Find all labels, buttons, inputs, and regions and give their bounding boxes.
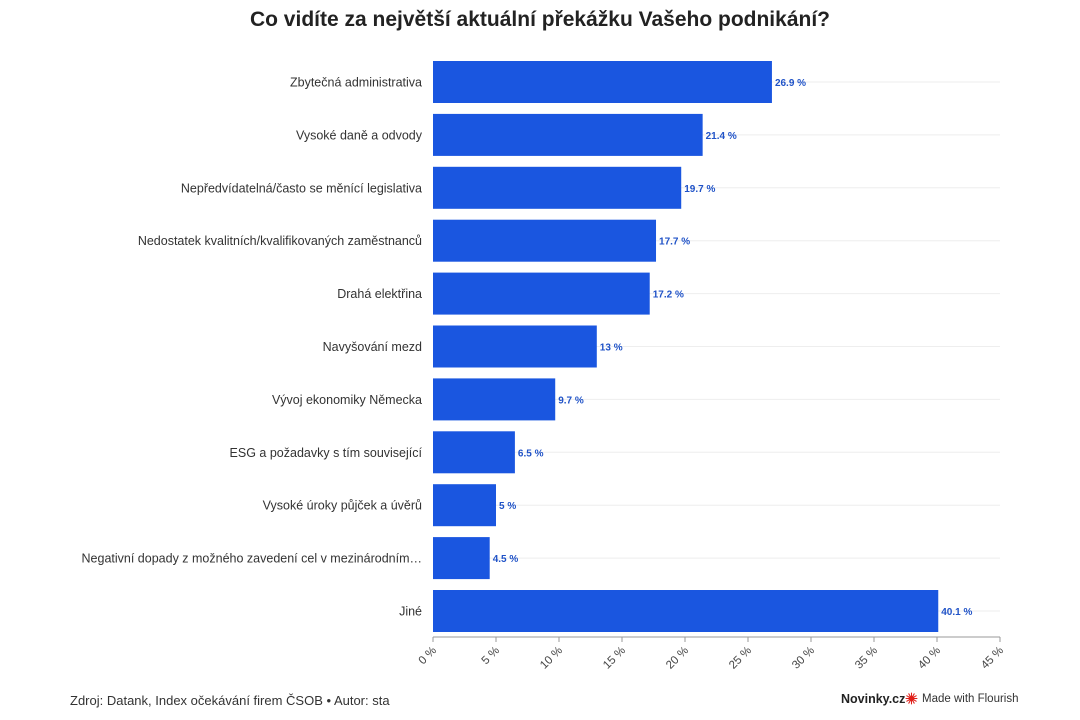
value-label: 4.5 % <box>493 554 519 565</box>
category-label: Vysoké daně a odvody <box>296 128 423 142</box>
bar-chart: Zbytečná administrativa 26.9 % Vysoké daně… <box>82 61 1006 672</box>
value-label: 13 % <box>600 343 623 354</box>
chart-title: Co vidíte za největší aktuální překážku … <box>249 8 830 31</box>
x-tick-label: 20 % <box>664 645 691 672</box>
bar <box>433 590 939 632</box>
bar <box>433 166 682 209</box>
bar <box>433 378 556 421</box>
value-label: 6.5 % <box>518 448 544 459</box>
value-label: 9.7 % <box>558 395 584 406</box>
category-label: Vývoj ekonomiky Německa <box>272 393 422 407</box>
bar <box>433 272 650 315</box>
bar <box>433 219 657 262</box>
category-label: ESG a požadavky s tím související <box>230 446 423 460</box>
x-tick-label: 35 % <box>853 645 880 672</box>
x-tick-label: 10 % <box>538 645 565 672</box>
category-label: Zbytečná administrativa <box>290 76 422 90</box>
bar <box>433 325 597 368</box>
value-label: 17.2 % <box>653 290 684 301</box>
value-label: 21.4 % <box>706 131 737 142</box>
category-label: Jiné <box>399 605 422 619</box>
flourish-credit-label: Made with Flourish <box>922 692 1019 705</box>
category-label: Negativní dopady z možného zavedení cel … <box>82 552 422 566</box>
footer-source: Zdroj: Datank, Index očekávání firem ČSO… <box>70 693 390 708</box>
bar <box>433 484 496 527</box>
footer-brand-link[interactable]: Novinky.cz <box>841 692 906 706</box>
category-label: Drahá elektřina <box>337 287 422 301</box>
x-tick-label: 30 % <box>790 645 817 672</box>
bar <box>433 113 703 156</box>
x-tick-label: 25 % <box>727 645 754 672</box>
bar <box>433 61 772 103</box>
bar <box>433 431 515 474</box>
flourish-star-icon <box>905 692 918 705</box>
x-tick-label: 40 % <box>916 645 943 672</box>
x-tick-label: 0 % <box>417 645 440 668</box>
category-label: Nepředvídatelná/často se měnící legislat… <box>181 181 422 195</box>
x-tick-label: 5 % <box>480 645 503 668</box>
value-label: 19.7 % <box>684 184 715 195</box>
category-label: Nedostatek kvalitních/kvalifikovaných za… <box>138 234 422 248</box>
flourish-credit-link[interactable]: Made with Flourish <box>905 692 1019 705</box>
x-tick-label: 45 % <box>979 645 1006 672</box>
bar <box>433 537 490 580</box>
value-label: 40.1 % <box>941 607 972 618</box>
value-label: 5 % <box>499 501 516 512</box>
value-label: 26.9 % <box>775 78 806 89</box>
value-label: 17.7 % <box>659 237 690 248</box>
category-label: Navyšování mezd <box>323 340 422 354</box>
category-label: Vysoké úroky půjček a úvěrů <box>263 499 422 513</box>
x-tick-label: 15 % <box>601 645 628 672</box>
